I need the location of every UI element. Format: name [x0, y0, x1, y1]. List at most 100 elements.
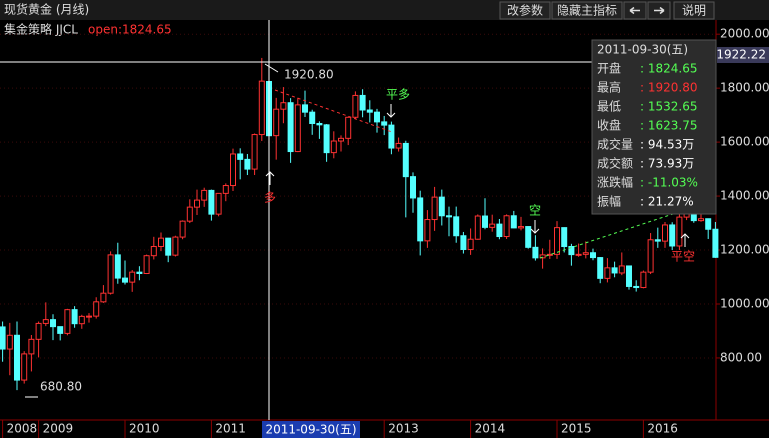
indicator-value: open:1824.65	[88, 23, 172, 37]
candle-body	[597, 257, 604, 279]
trend-line	[274, 89, 393, 133]
candle-body	[244, 158, 251, 170]
candle-body	[554, 227, 560, 255]
candle-body	[50, 319, 56, 328]
info-label: 收盘	[597, 118, 621, 133]
candle-body	[78, 315, 85, 325]
signal-label: 多	[264, 191, 276, 205]
button[interactable]	[499, 1, 551, 20]
signal-label: 空	[529, 204, 541, 218]
info-value: : 1623.75	[640, 119, 697, 133]
candle-body	[590, 252, 596, 259]
candle-body	[194, 199, 200, 208]
candle-body	[698, 218, 704, 222]
y-tick-label: 1600.00	[720, 135, 769, 149]
candle-body	[86, 315, 92, 318]
info-label: 最高	[597, 80, 621, 95]
candle-body	[647, 239, 654, 273]
signal-label: 平多	[386, 88, 410, 102]
indicator-name: 集金策略 JJCL	[4, 22, 78, 37]
candle-body	[640, 271, 647, 289]
y-tick-label: 1200.00	[720, 243, 769, 257]
candle-body	[438, 196, 445, 217]
x-tick-label: 2013	[388, 422, 419, 436]
candle-body	[230, 153, 236, 187]
info-value: : 21.27%	[640, 195, 694, 209]
candle-body	[35, 322, 42, 340]
chart-title: 现货黄金 (月线)	[4, 2, 89, 17]
candle-body	[561, 227, 568, 248]
candle-body	[381, 121, 388, 126]
y-tick-label: 2000.00	[720, 27, 769, 41]
high-annotation: 1920.80	[284, 68, 334, 82]
candle-body	[150, 246, 157, 257]
info-label: 最低	[597, 100, 621, 114]
candle-body	[402, 142, 409, 178]
arrow-icon	[629, 6, 640, 15]
candle-body	[568, 246, 575, 256]
x-tick-label: 2016	[647, 422, 678, 436]
candle-body	[424, 219, 431, 242]
candle-body	[42, 319, 49, 324]
candle-body	[489, 223, 496, 228]
candle-body	[316, 122, 323, 126]
candle-body	[287, 102, 294, 153]
button[interactable]	[673, 1, 715, 20]
y-tick-label: 800.00	[720, 350, 762, 364]
button-label[interactable]: 说明	[682, 3, 706, 18]
info-value: : 1532.65	[640, 100, 697, 114]
info-date: 2011-09-30(五)	[597, 43, 688, 57]
candle-body	[582, 252, 589, 255]
candle-body	[669, 224, 676, 247]
candle-body	[201, 189, 208, 201]
info-value: : 1920.80	[640, 81, 697, 95]
candle-body	[539, 254, 546, 259]
x-tick-label: 2008	[7, 422, 38, 436]
candle-body	[611, 267, 618, 274]
candle-body	[410, 176, 416, 199]
candle-body	[14, 334, 20, 381]
candle-body	[453, 216, 460, 237]
low-annotation: 680.80	[40, 380, 82, 394]
candle-body	[705, 218, 712, 230]
candle-body	[0, 326, 6, 350]
candle-body	[186, 206, 193, 222]
button-group: 改参数 隐藏主指标 说明	[499, 1, 715, 20]
candle-body	[330, 140, 337, 154]
candle-body	[93, 301, 100, 317]
button-label[interactable]: 隐藏主指标	[557, 3, 617, 18]
x-tick-label: 2010	[129, 422, 160, 436]
candle-body	[179, 220, 186, 238]
candle-body	[633, 285, 640, 289]
button-label[interactable]: 改参数	[507, 3, 543, 18]
info-value: : 94.53万	[640, 138, 694, 152]
signal-arrow	[386, 104, 396, 118]
candle-body	[129, 271, 136, 283]
candle-body	[525, 226, 532, 248]
candle-body	[417, 197, 424, 242]
info-value: : -11.03%	[640, 176, 698, 190]
arrow-icon	[654, 6, 665, 15]
candle-body	[222, 185, 229, 194]
candle-body	[604, 267, 611, 279]
button[interactable]	[551, 1, 623, 20]
x-tick-label: 2009	[43, 422, 74, 436]
crosshair-date-box	[262, 421, 360, 438]
crosshair-value: 1922.22	[716, 48, 766, 62]
info-label: 涨跌幅	[597, 175, 633, 190]
info-label: 成交量	[597, 137, 633, 152]
candle-body	[359, 94, 366, 111]
candle-body	[237, 153, 244, 160]
candle-body	[482, 215, 488, 228]
y-tick-label: 1800.00	[720, 81, 769, 95]
candle-body	[273, 108, 280, 137]
candle-body	[136, 271, 143, 274]
candle-body	[302, 104, 308, 113]
candle-body	[294, 104, 301, 153]
candle-body	[345, 116, 352, 139]
candle-body	[107, 254, 114, 294]
signal-arrow	[265, 171, 275, 185]
candle-body	[309, 111, 316, 124]
